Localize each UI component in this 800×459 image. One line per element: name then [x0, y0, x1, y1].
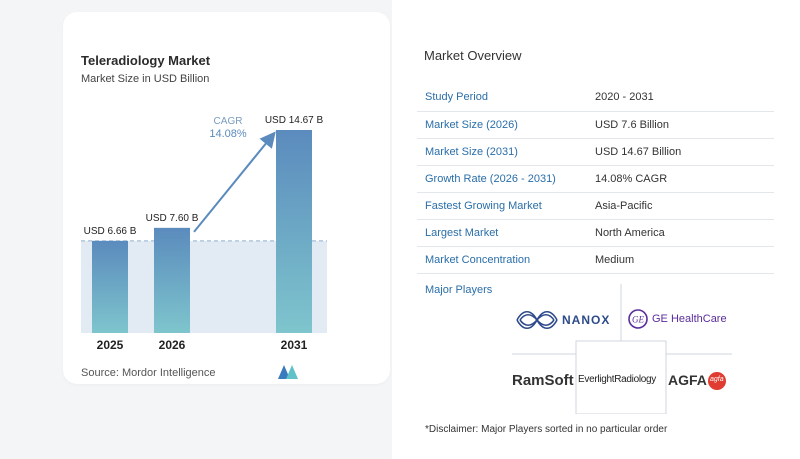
overview-row-label: Market Size (2031) [417, 138, 587, 166]
overview-row-value: USD 7.6 Billion [587, 111, 774, 139]
agfa-badge-icon: agfa [708, 372, 726, 390]
major-players-label: Major Players [425, 284, 493, 296]
bar-chart: USD 6.66 B 2025 USD 7.60 B 2026 USD 14.67 B 2… [81, 115, 327, 352]
overview-row-value: USD 14.67 Billion [587, 138, 774, 166]
chart-subtitle: Market Size in USD Billion [81, 73, 210, 85]
overview-title: Market Overview [424, 48, 522, 63]
overview-row-label: Growth Rate (2026 - 2031) [417, 165, 587, 193]
source-note: Source: Mordor Intelligence [81, 367, 216, 379]
x-tick-label: 2026 [159, 338, 186, 352]
bar-2025 [92, 240, 128, 333]
overview-row-label: Market Size (2026) [417, 111, 587, 139]
overview-table: Study Period 2020 - 2031 Market Size (2026… [417, 84, 774, 274]
overview-row: Largest Market North America [417, 219, 774, 247]
players-grid [512, 284, 732, 414]
svg-text:GE: GE [632, 315, 644, 325]
bar-2031 [276, 130, 312, 333]
nanox-logo-text: NANOX [562, 313, 611, 327]
chart-title: Teleradiology Market [81, 53, 211, 68]
agfa-logo-text: AGFA [668, 372, 707, 388]
bar-value-label: USD 7.60 B [146, 213, 199, 224]
overview-row-value: North America [587, 219, 774, 247]
cagr-value: 14.08% [209, 128, 247, 140]
bar-value-label: USD 6.66 B [84, 226, 137, 237]
ge-monogram-icon: GE [628, 309, 648, 329]
overview-row-value: Medium [587, 246, 774, 274]
overview-row-label: Study Period [417, 84, 587, 112]
overview-row: Market Size (2031) USD 14.67 Billion [417, 138, 774, 166]
overview-row-label: Market Concentration [417, 246, 587, 274]
overview-row-label: Largest Market [417, 219, 587, 247]
cagr-arrow [193, 131, 276, 233]
ge-healthcare-logo-text: GE HealthCare [652, 313, 727, 325]
bar-value-label: USD 14.67 B [265, 115, 324, 126]
x-tick-label: 2025 [97, 338, 124, 352]
overview-row-value: 14.08% CAGR [587, 165, 774, 193]
cagr-label: CAGR [214, 116, 243, 127]
overview-row-label: Fastest Growing Market [417, 192, 587, 220]
bar-2026 [154, 227, 190, 333]
overview-row: Market Concentration Medium [417, 246, 774, 274]
overview-row: Fastest Growing Market Asia-Pacific [417, 192, 774, 220]
mordor-logo-icon [278, 365, 298, 379]
overview-row: Growth Rate (2026 - 2031) 14.08% CAGR [417, 165, 774, 193]
ramsoft-logo-text: RamSoft [512, 372, 574, 389]
agfa-badge-text: agfa [710, 376, 724, 383]
nanox-logo-icon [516, 310, 558, 330]
everlight-logo-text: EverlightRadiology [578, 374, 656, 385]
overview-row-value: 2020 - 2031 [587, 84, 774, 112]
overview-row: Study Period 2020 - 2031 [417, 84, 774, 112]
overview-row-value: Asia-Pacific [587, 192, 774, 220]
overview-row: Market Size (2026) USD 7.6 Billion [417, 111, 774, 139]
disclaimer: *Disclaimer: Major Players sorted in no … [425, 424, 668, 435]
x-tick-label: 2031 [281, 338, 308, 352]
